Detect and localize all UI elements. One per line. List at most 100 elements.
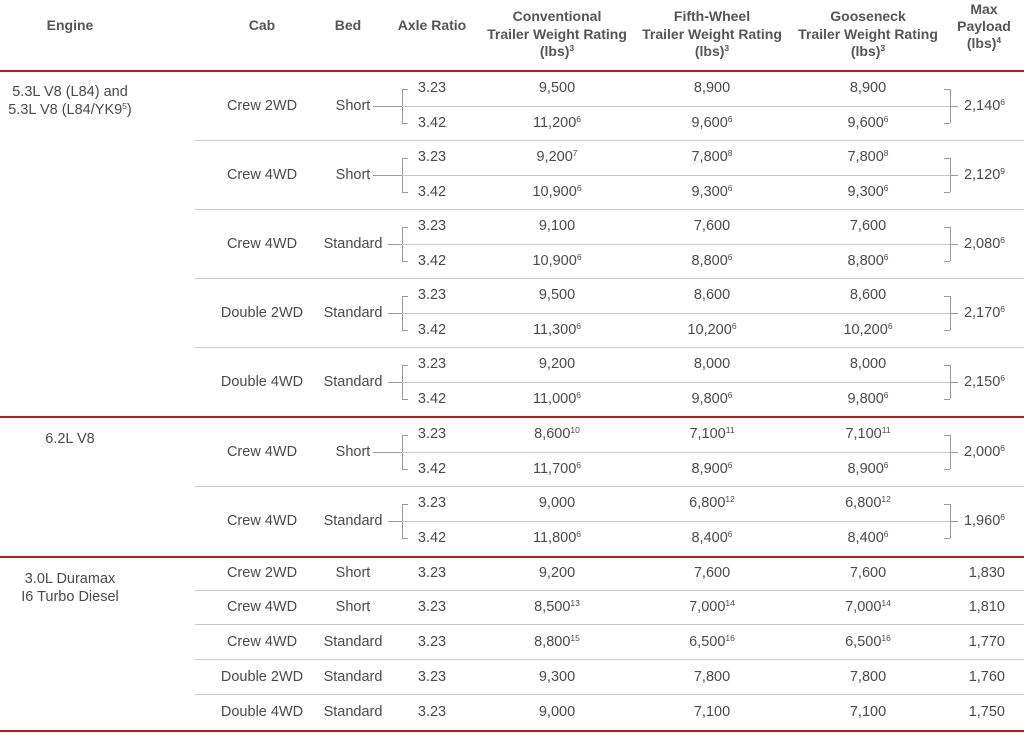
payload-cell: 2,0806 <box>964 235 1005 253</box>
payload-bracket-tick <box>944 537 950 539</box>
header-fifth-wheel-line2: Trailer Weight Rating <box>642 26 782 42</box>
conventional-cell-value: 10,900 <box>532 183 577 200</box>
fifth-wheel-cell: 7,8008 <box>691 148 732 166</box>
fifth-wheel-cell-footnote: 6 <box>727 389 733 400</box>
fifth-wheel-cell-footnote: 6 <box>731 320 737 331</box>
conventional-cell: 9,300 <box>539 668 575 686</box>
header-payload-line1: Max <box>970 1 998 17</box>
conventional-cell: 11,0006 <box>533 390 581 408</box>
payload-bracket-tick <box>944 122 950 124</box>
payload-cell: 2,1506 <box>964 373 1005 391</box>
gooseneck-cell: 7,100 <box>850 703 886 721</box>
row-divider <box>402 243 950 245</box>
conventional-cell-value: 11,300 <box>532 321 577 338</box>
conventional-cell-footnote: 6 <box>576 251 582 262</box>
gooseneck-cell: 8,600 <box>850 286 886 304</box>
payload-cell-footnote: 6 <box>1000 442 1005 453</box>
conventional-cell-value: 8,500 <box>534 599 571 615</box>
cab-cell: Double 2WD <box>220 669 304 685</box>
fifth-wheel-cell-footnote: 6 <box>727 459 733 470</box>
conventional-cell: 10,9006 <box>532 252 581 270</box>
cab-cell: Double 2WD <box>220 304 304 321</box>
axle-cell: 3.42 <box>417 390 447 407</box>
group-bracket-tick <box>402 468 408 470</box>
axle-cell: 3.23 <box>417 218 447 234</box>
fifth-wheel-cell-footnote: 6 <box>727 528 733 539</box>
group-bracket-tick <box>402 329 408 331</box>
conventional-cell: 11,7006 <box>533 460 581 478</box>
gooseneck-cell-value: 8,600 <box>849 287 887 303</box>
gooseneck-cell-value: 8,800 <box>847 252 884 269</box>
conventional-cell: 11,3006 <box>533 321 581 339</box>
bed-cell: Standard <box>323 634 383 650</box>
conventional-cell: 9,000 <box>539 703 575 721</box>
payload-cell-value: 2,170 <box>963 304 1001 321</box>
conventional-cell: 9,500 <box>539 286 575 304</box>
payload-cell-value: 1,750 <box>968 704 1005 720</box>
payload-cell-footnote: 6 <box>1000 511 1005 522</box>
payload-bracket-tick <box>944 226 950 228</box>
conventional-cell-value: 9,000 <box>538 704 576 720</box>
gooseneck-cell-footnote: 6 <box>887 320 893 331</box>
gooseneck-cell-value: 9,800 <box>847 390 884 407</box>
fifth-wheel-cell: 8,600 <box>694 286 730 304</box>
payload-cell-value: 2,140 <box>963 97 1001 114</box>
bed-cell: Short <box>335 443 371 460</box>
bed-cell: Short <box>335 565 371 581</box>
gooseneck-cell: 8,9006 <box>847 460 888 478</box>
fifth-wheel-cell: 10,2006 <box>687 321 736 339</box>
payload-connector <box>950 381 958 383</box>
gooseneck-cell: 7,00014 <box>845 598 891 616</box>
gooseneck-cell: 10,2006 <box>843 321 892 339</box>
payload-cell-value: 2,120 <box>963 166 1001 183</box>
conventional-cell: 11,8006 <box>533 529 581 547</box>
conventional-cell-value: 9,000 <box>538 495 576 511</box>
payload-connector <box>950 520 958 522</box>
conventional-cell: 9,100 <box>539 217 575 235</box>
gooseneck-cell: 8,000 <box>850 355 886 373</box>
group-bracket-tick <box>402 364 408 366</box>
payload-bracket-tick <box>944 295 950 297</box>
axle-cell: 3.23 <box>417 356 447 372</box>
payload-bracket-tick <box>944 329 950 331</box>
axle-cell: 3.42 <box>417 114 447 131</box>
fifth-wheel-cell-value: 8,900 <box>691 460 728 477</box>
conventional-cell-value: 10,900 <box>532 252 577 269</box>
fifth-wheel-cell-footnote: 16 <box>725 633 735 643</box>
fifth-wheel-cell-value: 7,600 <box>693 218 731 234</box>
conventional-cell: 11,2006 <box>533 114 581 132</box>
header-conventional-line3: (lbs)3 <box>539 43 575 59</box>
gooseneck-cell-value: 10,200 <box>843 321 888 338</box>
gooseneck-cell: 7,600 <box>850 564 886 582</box>
group-divider <box>195 278 1024 279</box>
axle-cell: 3.42 <box>417 252 447 269</box>
fifth-wheel-cell-value: 10,200 <box>687 321 732 338</box>
gooseneck-cell-value: 6,500 <box>845 634 882 650</box>
payload-bracket-tick <box>944 468 950 470</box>
table-bottom-rule <box>0 730 1024 732</box>
cab-cell: Crew 2WD <box>226 565 298 581</box>
header-axle-ratio: Axle Ratio <box>397 17 467 33</box>
payload-cell-value: 1,760 <box>968 669 1005 685</box>
axle-cell: 3.23 <box>417 149 447 165</box>
row-divider <box>402 381 950 383</box>
engine-label-line2: 5.3L V8 (L84/YK95) <box>8 101 132 118</box>
conventional-cell-value: 11,000 <box>532 390 577 407</box>
conventional-cell-footnote: 6 <box>576 182 582 193</box>
payload-connector <box>950 105 958 107</box>
fifth-wheel-cell: 7,100 <box>694 703 730 721</box>
conventional-cell: 9,2007 <box>536 148 577 166</box>
row-divider <box>402 174 950 176</box>
gooseneck-cell-value: 8,400 <box>847 529 884 546</box>
header-gooseneck-line2: Trailer Weight Rating <box>798 26 938 42</box>
axle-cell: 3.23 <box>417 634 447 650</box>
conventional-cell: 10,9006 <box>532 183 581 201</box>
fifth-wheel-cell-value: 7,800 <box>693 669 731 685</box>
fifth-wheel-cell: 8,900 <box>694 79 730 97</box>
fifth-wheel-cell-value: 7,800 <box>691 149 728 165</box>
cab-cell: Crew 4WD <box>226 235 298 252</box>
cab-cell: Double 4WD <box>220 704 304 720</box>
bed-cell: Standard <box>323 304 383 321</box>
fifth-wheel-cell-value: 9,800 <box>691 390 728 407</box>
cab-cell: Double 4WD <box>220 373 304 390</box>
